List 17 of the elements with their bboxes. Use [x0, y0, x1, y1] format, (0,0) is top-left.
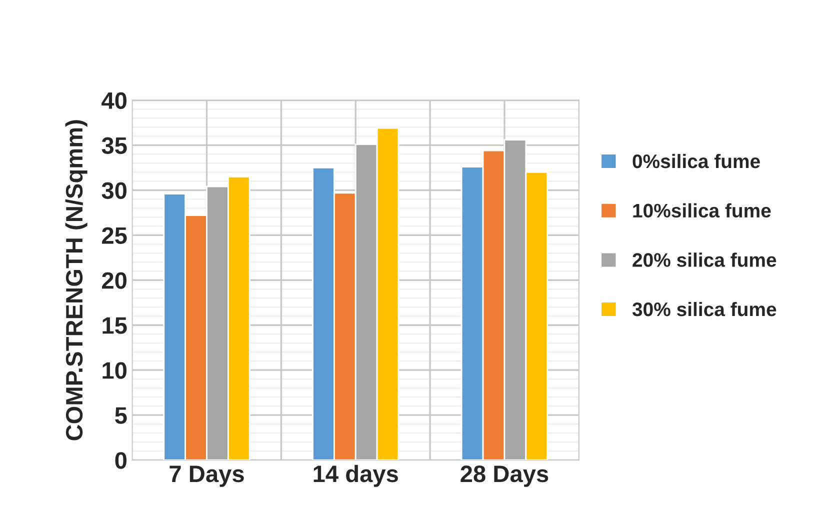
y-tick-label: 10	[102, 362, 126, 379]
y-tick-label: 0	[115, 452, 126, 469]
legend-label: 10%silica fume	[633, 203, 771, 218]
y-tick-label: 40	[102, 92, 126, 110]
y-tick-label: 25	[102, 227, 127, 244]
y-tick-label: 15	[102, 317, 127, 334]
legend-label: 30% silica fume	[632, 302, 776, 316]
x-tick-label: 14 days	[314, 464, 398, 487]
y-tick-label: 35	[102, 137, 127, 154]
x-tick-label: 7 Days	[170, 466, 244, 487]
y-tick-label: 5	[115, 407, 127, 424]
x-tick-label: 28 Days	[460, 466, 548, 487]
legend-label: 20% silica fume	[632, 252, 776, 267]
legend-label: 0%silica fume	[632, 154, 760, 168]
y-tick-label: 30	[102, 182, 126, 199]
y-axis-title: COMP.STRENGTH (N/Sqmm)	[65, 120, 88, 440]
y-tick-label: 20	[102, 272, 126, 289]
